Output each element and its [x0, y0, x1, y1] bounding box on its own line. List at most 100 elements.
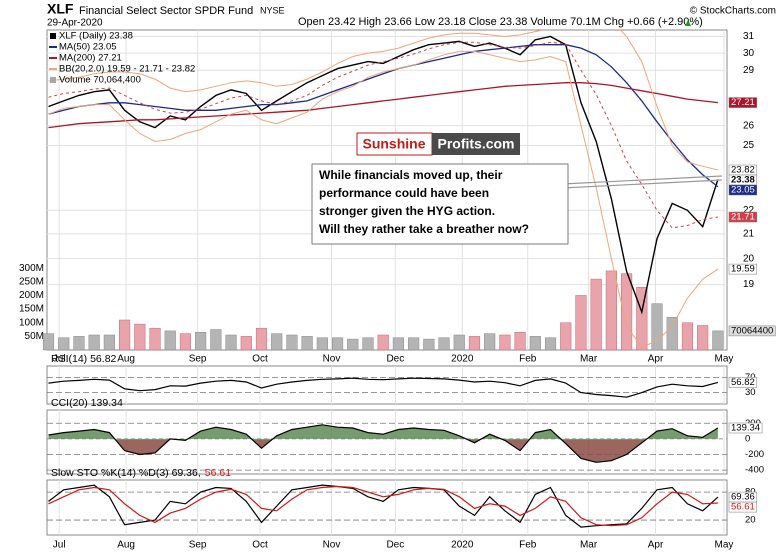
up-arrow	[685, 20, 691, 26]
legend-label: MA(50) 23.05	[59, 42, 117, 53]
panel-title-value: 56.61	[205, 467, 231, 479]
volume-bar	[149, 327, 161, 351]
volume-bar	[681, 322, 694, 351]
volume-bar	[377, 334, 389, 351]
price-lines	[48, 30, 719, 348]
y-tick-label: 20	[743, 253, 755, 264]
indicator-line	[48, 82, 718, 129]
x-tick-label: 2020	[451, 540, 474, 551]
volume-bar	[195, 332, 207, 351]
legend-swatch	[50, 33, 56, 39]
x-tick-label: Aug	[117, 354, 135, 365]
value-box-label: 19.59	[731, 264, 755, 275]
logo-left: Sunshine	[362, 136, 425, 152]
volume-tick-label: 250M	[19, 276, 44, 287]
volume-bar	[408, 337, 420, 351]
volume-bar	[453, 334, 465, 351]
panel-frame	[46, 409, 728, 475]
value-box	[728, 325, 776, 337]
volume-bar	[286, 334, 298, 351]
volume-bar	[423, 338, 435, 351]
volume-tick-label: 150M	[19, 304, 44, 315]
x-tick-label: Nov	[323, 354, 341, 365]
value-box	[728, 263, 758, 275]
y-tick-label: 26	[743, 120, 755, 131]
quote: Open 23.42 High 23.66 Low 23.18 Close 23…	[298, 16, 703, 28]
area-above	[48, 424, 718, 440]
legend-label: MA(200) 27.21	[59, 53, 122, 64]
volume-bar	[529, 336, 541, 351]
value-box	[728, 211, 758, 223]
area-below	[115, 440, 646, 463]
volume-bar	[58, 337, 70, 351]
y-tick-label: 30	[745, 387, 756, 398]
indicator-line	[48, 50, 719, 348]
annotation-line: performance could have been	[319, 186, 489, 200]
volume-bar	[605, 270, 617, 351]
volume-bar	[225, 334, 237, 351]
volume-bar	[590, 278, 602, 351]
panel-frame	[46, 365, 728, 405]
exchange: NYSE	[260, 5, 285, 15]
annotation: While financials moved up, their performa…	[319, 168, 529, 236]
logo-right-box	[432, 133, 520, 155]
x-tick-label: Feb	[519, 354, 537, 365]
legend-label: XLF (Daily) 23.38	[59, 31, 133, 42]
value-box-label: 21.71	[731, 212, 755, 223]
value-box	[728, 184, 758, 196]
x-tick-label: Apr	[648, 540, 664, 551]
value-box-label: 69.36	[731, 492, 755, 503]
volume-bar	[164, 330, 176, 351]
value-box-label: 70064400	[731, 325, 773, 336]
legend-swatch	[50, 77, 56, 83]
value-box-label: 23.82	[731, 165, 755, 176]
volume-bar	[362, 337, 374, 351]
indicator-line	[48, 44, 719, 188]
volume-bar	[484, 333, 496, 351]
volume-bar	[560, 322, 572, 351]
volume-bar	[301, 336, 313, 351]
indicator-line	[48, 484, 719, 528]
logo-right: Profits.com	[437, 136, 514, 152]
x-tick-label: Mar	[580, 354, 598, 365]
value-box	[728, 377, 758, 388]
y-tick-label: -400	[745, 465, 764, 476]
annotation-box	[311, 163, 569, 245]
volume-bar	[651, 303, 663, 351]
volume-bar	[316, 337, 328, 351]
panel-title: CCI(20) 139.34	[51, 397, 123, 409]
volume-bar	[575, 295, 587, 351]
volume-bar	[666, 317, 678, 351]
y-tick-label: 20	[745, 515, 756, 526]
panel-title: RSI(14) 56.82	[51, 353, 117, 365]
volume-tick-label: 100M	[19, 317, 44, 328]
volume-bar	[240, 336, 252, 351]
volume-tick-label: 300M	[19, 263, 44, 274]
value-box	[728, 422, 763, 434]
x-tick-label: Dec	[386, 354, 404, 365]
y-tick-label: 29	[743, 65, 755, 76]
indicator-line	[48, 424, 719, 463]
value-box-label: 56.61	[731, 502, 755, 513]
price-line	[48, 35, 719, 315]
x-tick-label: Oct	[252, 540, 268, 551]
x-tick-label: Sep	[189, 354, 207, 365]
volume-tick-label: 200M	[19, 290, 44, 301]
x-tick-label: Oct	[252, 354, 268, 365]
volume-bar	[119, 319, 131, 351]
volume-bar	[544, 337, 557, 351]
date: 29-Apr-2020	[47, 18, 103, 29]
indicator-line	[48, 485, 718, 527]
x-tick-label: Jul	[53, 354, 66, 365]
value-box	[728, 501, 758, 513]
annotation-line: While financials moved up, their	[319, 168, 503, 182]
legend-label: Volume 70,064,400	[59, 75, 141, 86]
volume-bar	[103, 334, 115, 351]
x-tick-label: 2020	[451, 354, 474, 365]
x-tick-label: Mar	[580, 540, 598, 551]
symbol: XLF	[47, 1, 74, 17]
volume-bar	[438, 337, 450, 351]
value-box	[728, 97, 758, 108]
